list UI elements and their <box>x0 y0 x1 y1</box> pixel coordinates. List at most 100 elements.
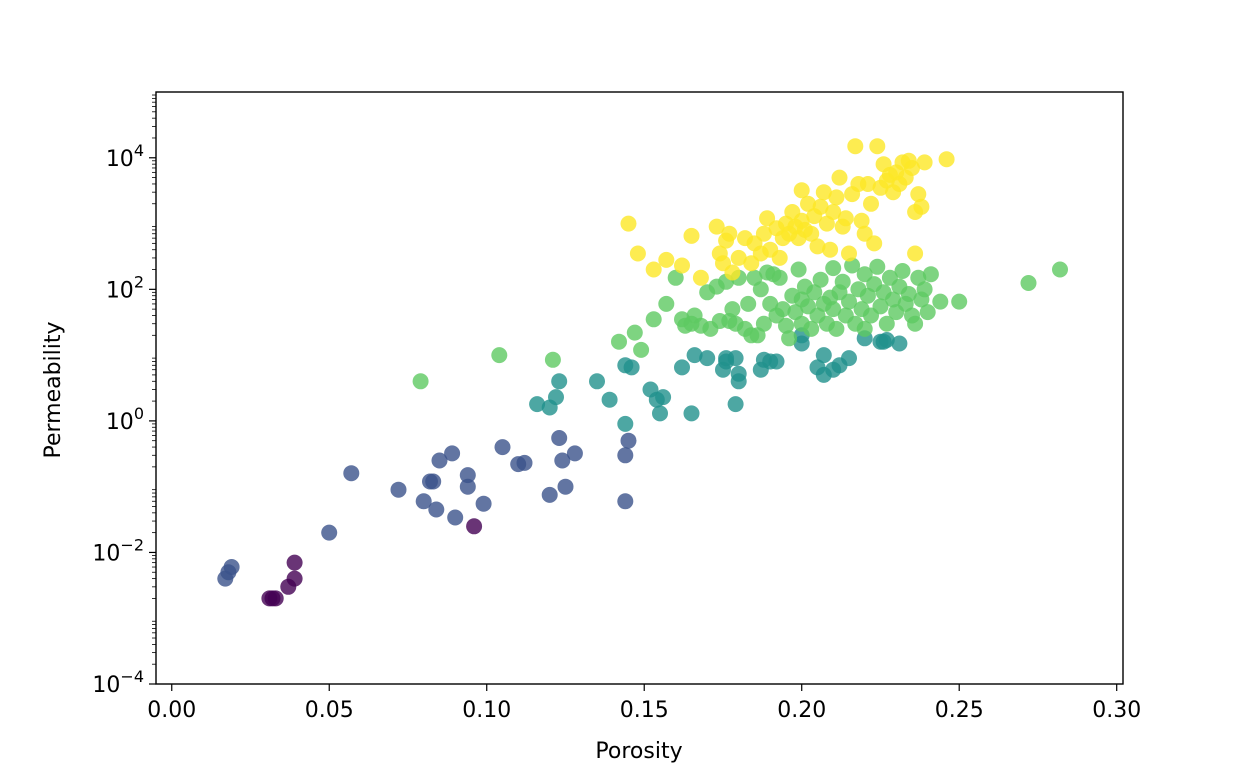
data-point <box>412 373 429 390</box>
data-point <box>806 284 823 301</box>
data-point <box>752 281 769 298</box>
data-point <box>812 271 829 288</box>
data-point <box>856 320 873 337</box>
y-axis-label: Permeability <box>41 321 66 458</box>
data-point <box>620 432 637 449</box>
data-point <box>633 341 650 358</box>
data-point <box>658 295 675 312</box>
data-point <box>812 198 829 215</box>
data-point <box>589 373 605 390</box>
data-point <box>629 245 646 262</box>
data-point <box>652 405 668 422</box>
data-point <box>869 258 886 275</box>
data-point <box>645 261 662 278</box>
data-point <box>869 138 886 155</box>
data-point <box>623 359 640 376</box>
x-tick-label: 0.30 <box>1092 698 1141 723</box>
y-tick-label: 100 <box>106 404 144 435</box>
y-axis: 10−4 10−2 100 102 104 <box>92 94 156 698</box>
data-point <box>425 473 442 490</box>
data-point <box>793 182 810 199</box>
data-point <box>223 559 240 575</box>
data-point <box>831 169 848 186</box>
data-point <box>853 212 870 229</box>
data-point <box>343 465 360 482</box>
data-point <box>655 389 672 406</box>
data-point <box>916 154 933 171</box>
data-point <box>415 493 432 510</box>
data-point <box>529 396 546 413</box>
data-point <box>841 293 857 310</box>
data-point <box>544 351 561 368</box>
points-layer <box>217 138 1068 607</box>
y-tick-label: 10−2 <box>92 535 144 566</box>
data-point <box>459 478 476 495</box>
x-tick-label: 0.00 <box>147 698 196 723</box>
plot-frame <box>155 91 1124 685</box>
x-tick-label: 0.20 <box>777 698 826 723</box>
data-point <box>755 225 772 242</box>
data-point <box>626 324 643 341</box>
data-point <box>611 333 627 350</box>
data-point <box>771 249 788 266</box>
data-point <box>919 304 936 321</box>
data-point <box>551 373 568 390</box>
x-tick-label: 0.10 <box>462 698 511 723</box>
data-point <box>721 225 738 242</box>
y-tick-label: 104 <box>106 141 144 172</box>
data-point <box>466 518 483 535</box>
data-point <box>475 495 492 512</box>
data-point <box>910 186 927 203</box>
x-tick-label: 0.15 <box>620 698 669 723</box>
data-point <box>815 184 832 201</box>
data-point <box>724 301 741 318</box>
data-point <box>708 218 725 235</box>
data-point <box>815 347 832 364</box>
data-point <box>891 335 908 352</box>
data-point <box>1020 275 1037 291</box>
data-point <box>828 320 845 337</box>
data-point <box>878 332 895 348</box>
data-point <box>620 215 637 232</box>
data-point <box>683 227 700 244</box>
data-point <box>548 389 564 406</box>
data-point <box>541 486 558 503</box>
data-point <box>617 493 634 510</box>
data-point <box>837 210 854 227</box>
data-point <box>828 189 845 206</box>
data-point <box>781 330 798 347</box>
data-point <box>841 350 857 367</box>
data-point <box>938 151 955 168</box>
data-point <box>683 405 700 422</box>
data-point <box>800 195 816 212</box>
data-point <box>847 138 864 155</box>
data-point <box>431 452 448 469</box>
data-point <box>727 396 744 413</box>
data-point <box>645 311 662 328</box>
data-point <box>491 347 508 364</box>
data-point <box>554 452 571 469</box>
data-point <box>566 445 583 462</box>
y-tick-label: 10−4 <box>92 667 144 698</box>
data-point <box>617 447 634 464</box>
data-point <box>872 298 889 315</box>
data-point <box>922 266 939 283</box>
data-point <box>825 301 842 318</box>
x-tick-label: 0.05 <box>305 698 354 723</box>
data-point <box>551 430 568 446</box>
data-point <box>866 235 883 252</box>
data-point <box>601 391 618 408</box>
data-point <box>803 320 820 337</box>
data-point <box>444 445 461 462</box>
data-point <box>428 501 445 518</box>
data-point <box>658 251 675 268</box>
data-point <box>390 481 407 498</box>
x-axis: 0.00 0.05 0.10 0.15 0.20 0.25 0.30 <box>147 684 1141 723</box>
data-point <box>863 195 879 212</box>
data-point <box>1052 261 1068 278</box>
data-point <box>447 509 464 526</box>
data-point <box>674 359 690 376</box>
